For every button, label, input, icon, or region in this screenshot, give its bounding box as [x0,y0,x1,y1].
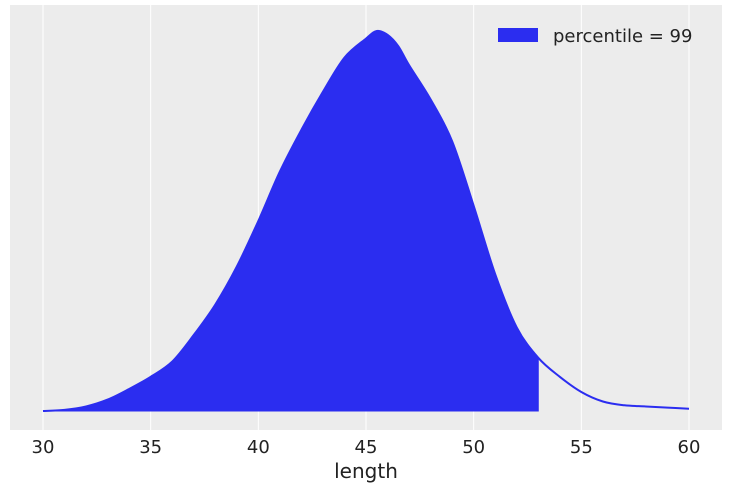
density-curve-line [42,29,690,412]
x-tick-label: 30 [32,437,55,458]
legend-swatch [498,28,538,42]
x-tick-label: 40 [247,437,270,458]
legend-label: percentile = 99 [553,26,692,47]
x-axis-ticks: 30 35 40 45 50 55 60 [32,437,701,458]
x-tick-label: 60 [678,437,701,458]
x-tick-label: 45 [355,437,378,458]
x-tick-label: 35 [139,437,162,458]
x-axis-label: length [334,459,398,483]
x-tick-label: 55 [570,437,593,458]
x-tick-label: 50 [462,437,485,458]
legend: percentile = 99 [498,26,692,47]
